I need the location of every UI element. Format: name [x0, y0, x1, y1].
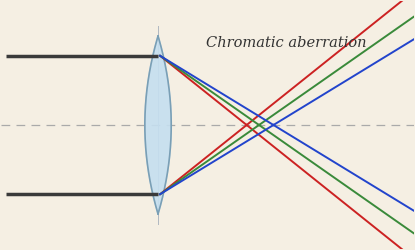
Polygon shape	[145, 36, 171, 214]
Text: Chromatic aberration: Chromatic aberration	[205, 36, 366, 51]
